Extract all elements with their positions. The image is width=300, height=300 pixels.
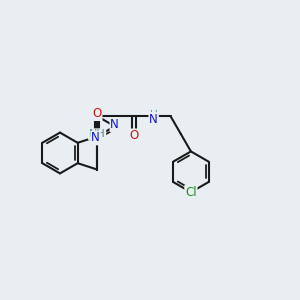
Text: N: N (110, 118, 119, 131)
Text: Cl: Cl (185, 186, 197, 199)
Text: H: H (150, 110, 158, 120)
Text: O: O (129, 129, 138, 142)
Text: NH: NH (89, 129, 105, 139)
Text: O: O (92, 107, 102, 120)
Text: N: N (149, 112, 158, 126)
Text: N: N (91, 131, 100, 145)
